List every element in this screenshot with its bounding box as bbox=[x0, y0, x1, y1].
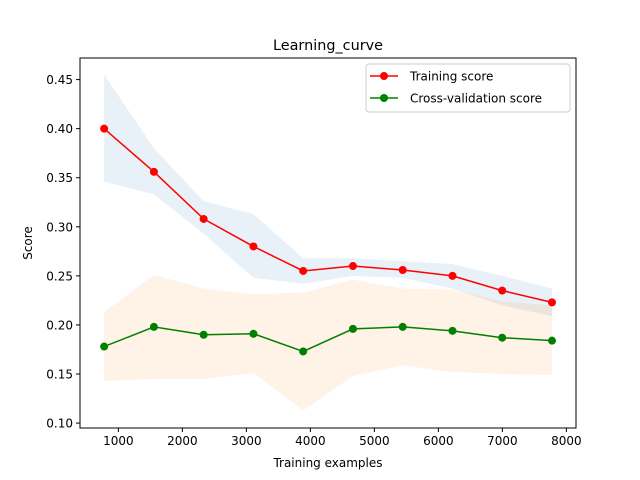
y-tick-label: 0.35 bbox=[46, 171, 73, 185]
cross-validation-score-point bbox=[299, 347, 308, 356]
training-score-point bbox=[249, 242, 258, 251]
cross-validation-score-point bbox=[348, 324, 357, 333]
cross-validation-score-point bbox=[548, 336, 556, 345]
x-tick-label: 4000 bbox=[295, 434, 326, 448]
training-score-point bbox=[548, 298, 556, 307]
training-score-point bbox=[100, 124, 109, 133]
cross-validation-score-point bbox=[498, 333, 507, 342]
plot-frame bbox=[79, 57, 577, 429]
cross-validation-score-point bbox=[199, 330, 208, 339]
training-score-point bbox=[149, 167, 158, 176]
y-axis-ticks: 0.10 0.15 0.20 0.25 0.30 0.35 0.40 0.45 bbox=[46, 73, 80, 431]
cross-validation-score-band bbox=[104, 274, 552, 411]
y-tick-label: 0.45 bbox=[46, 73, 73, 87]
cross-validation-score-point bbox=[448, 326, 457, 335]
x-tick-label: 5000 bbox=[359, 434, 390, 448]
training-score-point bbox=[498, 286, 507, 295]
x-tick-label: 2000 bbox=[167, 434, 198, 448]
training-score-point bbox=[398, 265, 407, 274]
legend: Training score Cross-validation score bbox=[365, 63, 571, 113]
x-axis-ticks: 1000 2000 3000 4000 5000 6000 7000 8000 bbox=[103, 428, 582, 448]
training-score-legend-marker bbox=[380, 72, 388, 80]
cross-validation-score-point bbox=[398, 322, 407, 331]
score-lines bbox=[103, 128, 553, 353]
x-tick-label: 7000 bbox=[487, 434, 518, 448]
training-score-point bbox=[348, 262, 357, 271]
cross-validation-score-legend-label: Cross-validation score bbox=[410, 92, 542, 106]
training-score-point bbox=[199, 214, 208, 223]
y-tick-label: 0.15 bbox=[46, 368, 73, 382]
x-axis-label: Training examples bbox=[272, 456, 382, 470]
x-tick-label: 6000 bbox=[423, 434, 454, 448]
cross-validation-score-point bbox=[100, 342, 109, 351]
x-tick-label: 8000 bbox=[551, 434, 582, 448]
cross-validation-score-point bbox=[249, 329, 258, 338]
x-tick-label: 3000 bbox=[231, 434, 262, 448]
training-score-legend-label: Training score bbox=[409, 70, 493, 84]
chart-title: Learning_curve bbox=[273, 38, 383, 54]
cross-validation-score-point bbox=[149, 322, 158, 331]
legend-box bbox=[365, 63, 571, 113]
score-markers bbox=[100, 124, 556, 356]
y-tick-label: 0.10 bbox=[46, 417, 73, 431]
training-score-point bbox=[299, 266, 308, 275]
cross-validation-score-line bbox=[103, 326, 553, 353]
training-score-point bbox=[448, 271, 457, 280]
y-tick-label: 0.30 bbox=[46, 220, 73, 234]
y-tick-label: 0.20 bbox=[46, 318, 73, 332]
cross-validation-score-legend-marker bbox=[380, 94, 388, 102]
y-tick-label: 0.40 bbox=[46, 122, 73, 136]
x-tick-label: 1000 bbox=[103, 434, 134, 448]
y-axis-label: Score bbox=[21, 226, 35, 260]
training-score-line bbox=[103, 128, 553, 304]
y-tick-label: 0.25 bbox=[46, 269, 73, 283]
